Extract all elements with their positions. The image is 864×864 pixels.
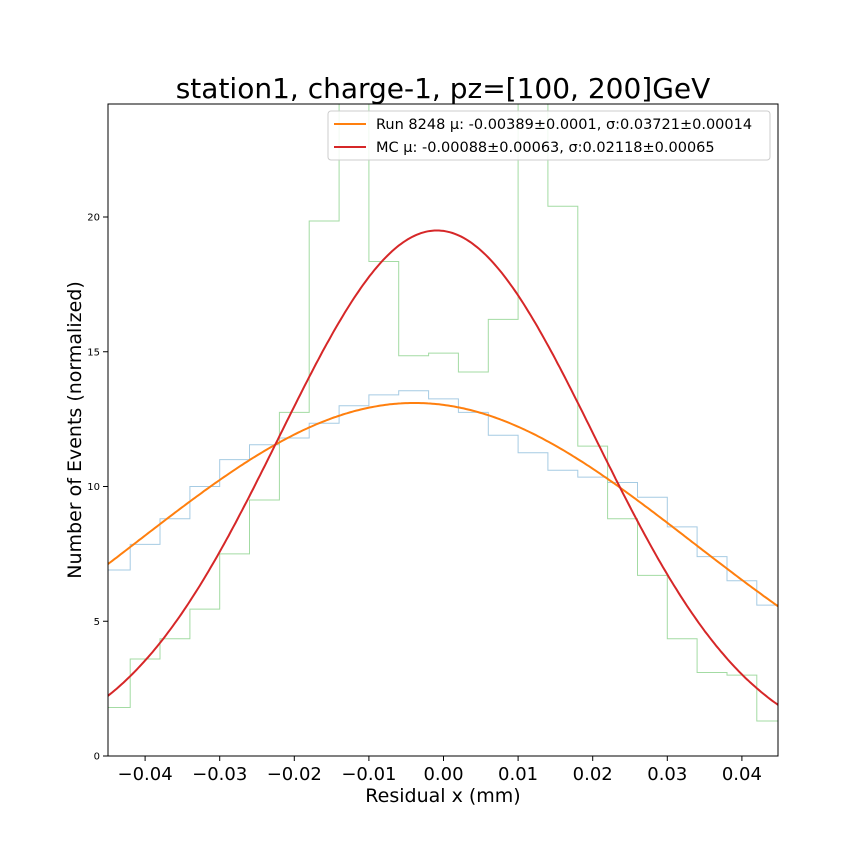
y-axis-label: Number of Events (normalized) <box>64 281 86 579</box>
y-tick-label: 15 <box>87 347 100 358</box>
fit-curve-1 <box>108 402 778 608</box>
y-tick-label: 0 <box>94 752 100 763</box>
fit-curve-2 <box>108 229 778 707</box>
histogram-1 <box>108 390 778 606</box>
x-tick-label: −0.01 <box>341 764 396 785</box>
y-tick-label: 10 <box>87 482 100 493</box>
chart-title: station1, charge-1, pz=[100, 200]GeV <box>176 72 711 105</box>
histogram-2 <box>108 104 778 722</box>
x-tick-label: 0.03 <box>647 764 687 785</box>
fit-curve-layer <box>108 229 778 707</box>
x-tick-label: −0.04 <box>118 764 173 785</box>
x-tick-label: 0.01 <box>498 764 538 785</box>
x-tick-label: 0.00 <box>423 764 463 785</box>
legend-label: MC μ: -0.00088±0.00063, σ:0.02118±0.0006… <box>376 140 715 156</box>
y-axis: 0 5 10 15 20 <box>87 213 108 763</box>
x-axis: −0.04 −0.03 −0.02 −0.01 0.00 0.01 0.02 0.03 0.04 <box>118 756 762 785</box>
legend-box <box>327 110 771 161</box>
x-tick-label: −0.03 <box>192 764 247 785</box>
legend-label: Run 8248 μ: -0.00389±0.0001, σ:0.03721±0… <box>376 117 752 133</box>
x-axis-label: Residual x (mm) <box>365 785 520 807</box>
legend: Run 8248 μ: -0.00389±0.0001, σ:0.03721±0… <box>327 110 771 161</box>
y-tick-label: 5 <box>94 617 100 628</box>
histogram-layer <box>108 104 778 722</box>
x-tick-label: −0.02 <box>267 764 322 785</box>
x-tick-label: 0.04 <box>722 764 762 785</box>
y-tick-label: 20 <box>87 213 100 224</box>
x-tick-label: 0.02 <box>573 764 613 785</box>
